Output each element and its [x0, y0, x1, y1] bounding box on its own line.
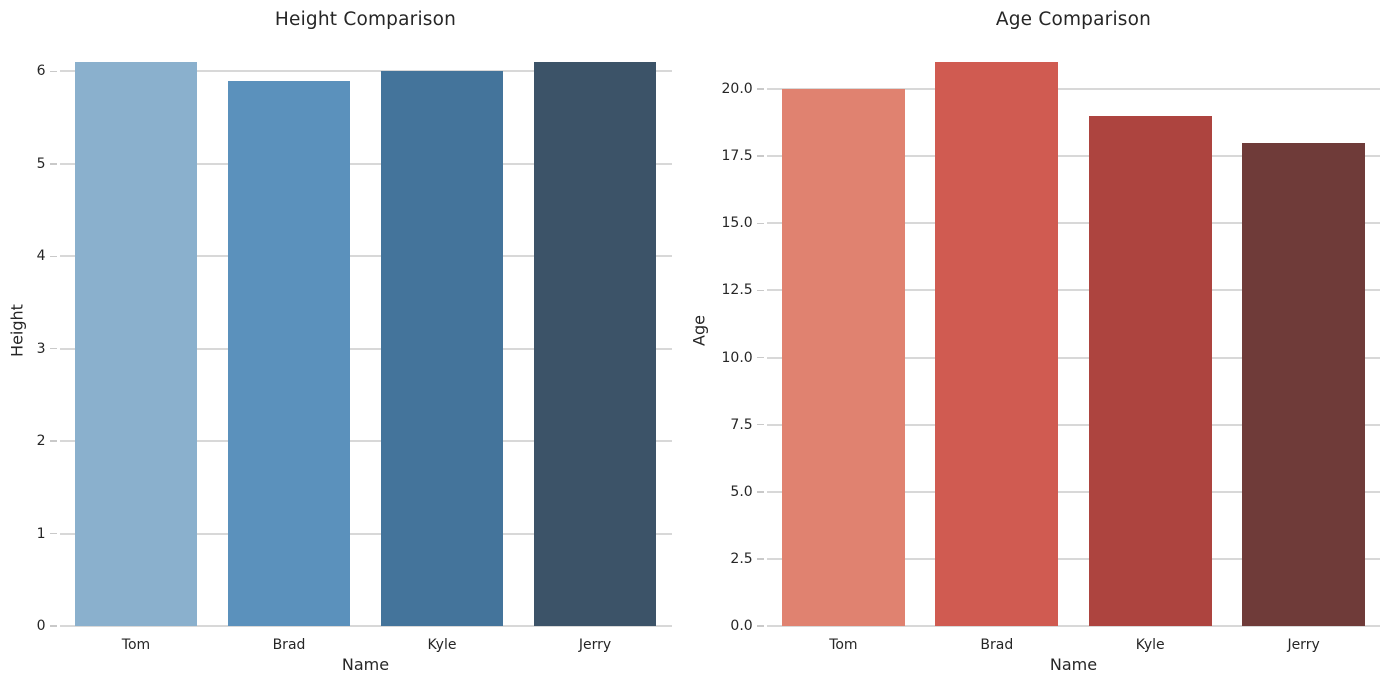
y-tick-mark: [50, 533, 57, 535]
y-tick-mark: [757, 558, 764, 560]
y-tick-label: 1: [0, 525, 46, 543]
bar-kyle: [381, 71, 503, 626]
bar-tom: [75, 62, 197, 626]
y-tick-label: 0: [0, 617, 46, 635]
y-tick-label: 2: [0, 432, 46, 450]
y-tick-mark: [757, 357, 764, 359]
y-tick-mark: [50, 348, 57, 350]
y-tick-mark: [757, 424, 764, 426]
y-tick-mark: [50, 163, 57, 165]
height-chart-xlabel: Name: [60, 655, 672, 674]
age-chart-xlabel: Name: [767, 655, 1381, 674]
x-tick-label-brad: Brad: [229, 636, 349, 654]
bar-brad: [935, 62, 1058, 626]
y-tick-label: 2.5: [701, 550, 753, 568]
bar-jerry: [1242, 143, 1365, 626]
y-tick-label: 5.0: [701, 483, 753, 501]
x-tick-label-brad: Brad: [937, 636, 1057, 654]
x-tick-label-kyle: Kyle: [382, 636, 502, 654]
figure: Height Comparison Name Height 0 1 2 3 4 5 6 Tom…: [0, 0, 1389, 690]
y-tick-mark: [50, 256, 57, 258]
y-tick-label: 20.0: [701, 80, 753, 98]
bar-kyle: [1089, 116, 1212, 626]
y-tick-mark: [757, 491, 764, 493]
y-tick-label: 7.5: [701, 416, 753, 434]
bar-brad: [228, 81, 350, 626]
y-tick-label: 4: [0, 247, 46, 265]
y-tick-label: 6: [0, 62, 46, 80]
x-tick-label-jerry: Jerry: [535, 636, 655, 654]
y-tick-label: 10.0: [701, 349, 753, 367]
y-tick-mark: [50, 440, 57, 442]
y-tick-label: 3: [0, 340, 46, 358]
y-tick-mark: [757, 290, 764, 292]
x-tick-label-jerry: Jerry: [1244, 636, 1364, 654]
y-tick-label: 12.5: [701, 281, 753, 299]
y-tick-mark: [50, 71, 57, 73]
bar-jerry: [534, 62, 656, 626]
y-tick-mark: [757, 88, 764, 90]
bar-tom: [782, 89, 905, 626]
height-chart-title: Height Comparison: [60, 9, 672, 30]
y-tick-mark: [757, 155, 764, 157]
y-tick-mark: [757, 223, 764, 225]
x-tick-label-tom: Tom: [76, 636, 196, 654]
y-tick-mark: [757, 625, 764, 627]
y-tick-label: 17.5: [701, 147, 753, 165]
y-tick-label: 15.0: [701, 214, 753, 232]
y-tick-label: 5: [0, 155, 46, 173]
x-tick-label-tom: Tom: [783, 636, 903, 654]
y-tick-mark: [50, 625, 57, 627]
age-chart-title: Age Comparison: [767, 9, 1381, 30]
y-tick-label: 0.0: [701, 617, 753, 635]
x-tick-label-kyle: Kyle: [1090, 636, 1210, 654]
height-chart-ylabel: Height: [8, 281, 27, 381]
